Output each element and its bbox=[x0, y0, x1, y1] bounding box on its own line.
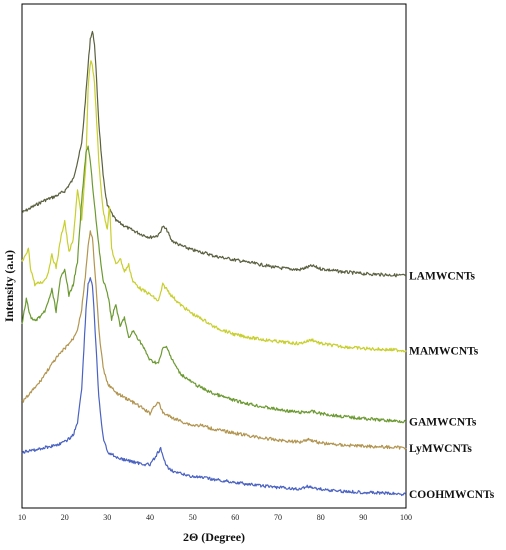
plot-frame bbox=[21, 3, 407, 509]
series-layer bbox=[21, 30, 407, 497]
y-axis-title: Intensity (a.u) bbox=[2, 250, 16, 322]
series-line-gamwcnts bbox=[21, 145, 407, 424]
x-tick-label: 20 bbox=[61, 513, 69, 522]
series-label-lamwcnts: LAMWCNTs bbox=[409, 271, 476, 283]
series-line-mamwcnts bbox=[21, 60, 407, 353]
series-line-lamwcnts bbox=[21, 30, 407, 278]
x-axis-title: 2Θ (Degree) bbox=[183, 530, 245, 544]
series-line-coohmwcnts bbox=[21, 277, 407, 497]
x-tick-labels: 10 20 30 40 50 60 70 80 90 100 bbox=[18, 513, 412, 522]
x-tick-label: 10 bbox=[18, 513, 26, 522]
x-tick-label: 80 bbox=[317, 513, 325, 522]
series-label-mamwcnts: MAMWCNTs bbox=[409, 346, 479, 358]
x-tick-label: 40 bbox=[146, 513, 154, 522]
x-tick-label: 30 bbox=[103, 513, 111, 522]
x-tick-label: 100 bbox=[400, 513, 412, 522]
series-label-lymwcnts: LyMWCNTs bbox=[409, 443, 472, 455]
series-label-coohmwcnts: COOHMWCNTs bbox=[409, 489, 495, 501]
series-line-lymwcnts bbox=[21, 230, 407, 450]
x-tick-label: 50 bbox=[189, 513, 197, 522]
x-tick-label: 60 bbox=[231, 513, 239, 522]
x-tick-label: 90 bbox=[359, 513, 367, 522]
x-tick-label: 70 bbox=[274, 513, 282, 522]
series-label-gamwcnts: GAMWCNTs bbox=[409, 416, 477, 428]
series-labels: LAMWCNTs MAMWCNTs GAMWCNTs LyMWCNTs COOHMWCN… bbox=[409, 271, 495, 502]
